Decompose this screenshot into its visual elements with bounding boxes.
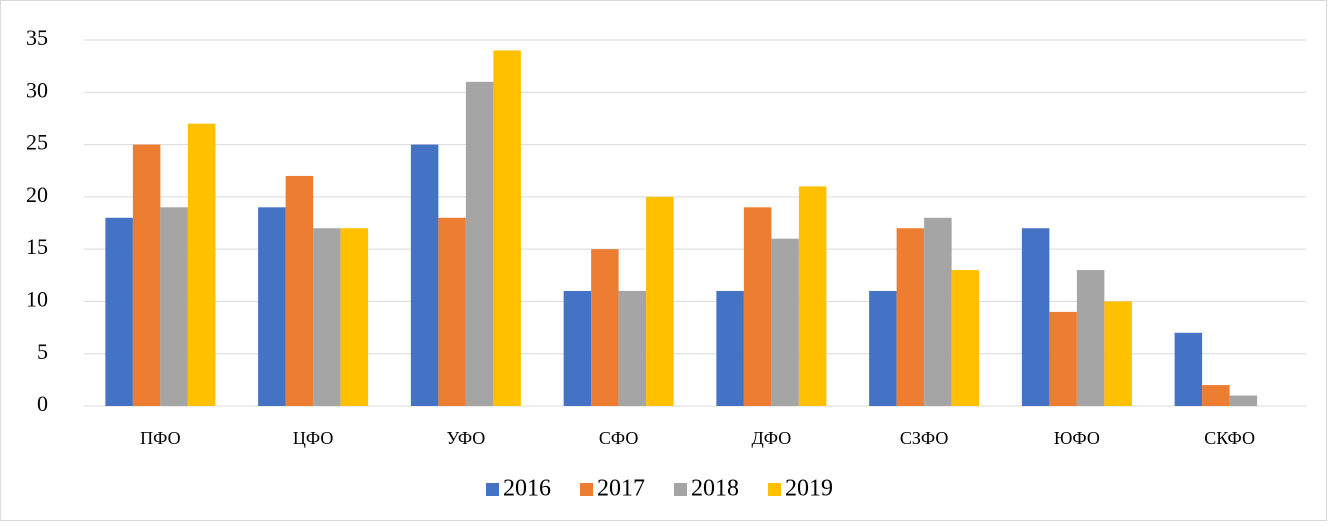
x-tick-label: СЗФО xyxy=(900,428,948,448)
bar xyxy=(313,228,341,406)
y-tick-label: 15 xyxy=(26,234,48,259)
bar xyxy=(465,81,494,406)
y-tick-label: 35 xyxy=(26,25,48,50)
bar xyxy=(410,144,439,407)
bar xyxy=(716,290,744,406)
bar xyxy=(924,217,952,406)
bar xyxy=(285,175,314,406)
bar xyxy=(258,207,286,406)
legend-label: 2016 xyxy=(503,476,551,502)
bar xyxy=(869,290,897,406)
bar xyxy=(798,186,827,406)
legend-label: 2017 xyxy=(597,476,645,502)
bar xyxy=(1229,395,1258,406)
bar xyxy=(618,290,647,406)
bar xyxy=(438,217,466,406)
legend-swatch xyxy=(674,483,687,496)
bar xyxy=(160,207,188,406)
bar xyxy=(1021,228,1050,406)
legend-swatch xyxy=(486,483,499,496)
bar xyxy=(1104,301,1132,406)
bar xyxy=(951,270,980,406)
x-tick-label: СФО xyxy=(599,428,638,448)
x-tick-label: ПФО xyxy=(140,428,180,448)
legend-label: 2018 xyxy=(691,476,739,502)
bar xyxy=(743,207,772,406)
x-tick-label: УФО xyxy=(446,428,485,448)
y-tick-label: 20 xyxy=(26,182,48,207)
bar xyxy=(1049,311,1077,406)
legend-swatch xyxy=(580,483,593,496)
bar xyxy=(1174,332,1203,406)
x-tick-label: ЦФО xyxy=(293,428,333,448)
x-tick-label: СКФО xyxy=(1204,428,1255,448)
bar xyxy=(493,50,521,406)
y-tick-label: 10 xyxy=(26,286,48,311)
bar xyxy=(896,228,925,406)
x-tick-label: ДФО xyxy=(752,428,792,448)
bar xyxy=(187,123,216,407)
bar xyxy=(771,238,799,406)
y-tick-label: 0 xyxy=(37,391,48,416)
bar xyxy=(132,144,161,407)
x-tick-label: ЮФО xyxy=(1054,428,1100,448)
y-tick-label: 25 xyxy=(26,130,48,155)
bar xyxy=(1076,270,1105,406)
bar xyxy=(591,249,619,406)
legend-swatch xyxy=(768,483,781,496)
bar xyxy=(340,228,369,406)
legend-label: 2019 xyxy=(785,476,833,502)
bar xyxy=(563,290,592,406)
bar xyxy=(1202,385,1230,406)
bar xyxy=(105,217,133,406)
y-tick-label: 5 xyxy=(37,339,48,364)
y-tick-label: 30 xyxy=(26,77,48,102)
bar xyxy=(646,196,674,406)
